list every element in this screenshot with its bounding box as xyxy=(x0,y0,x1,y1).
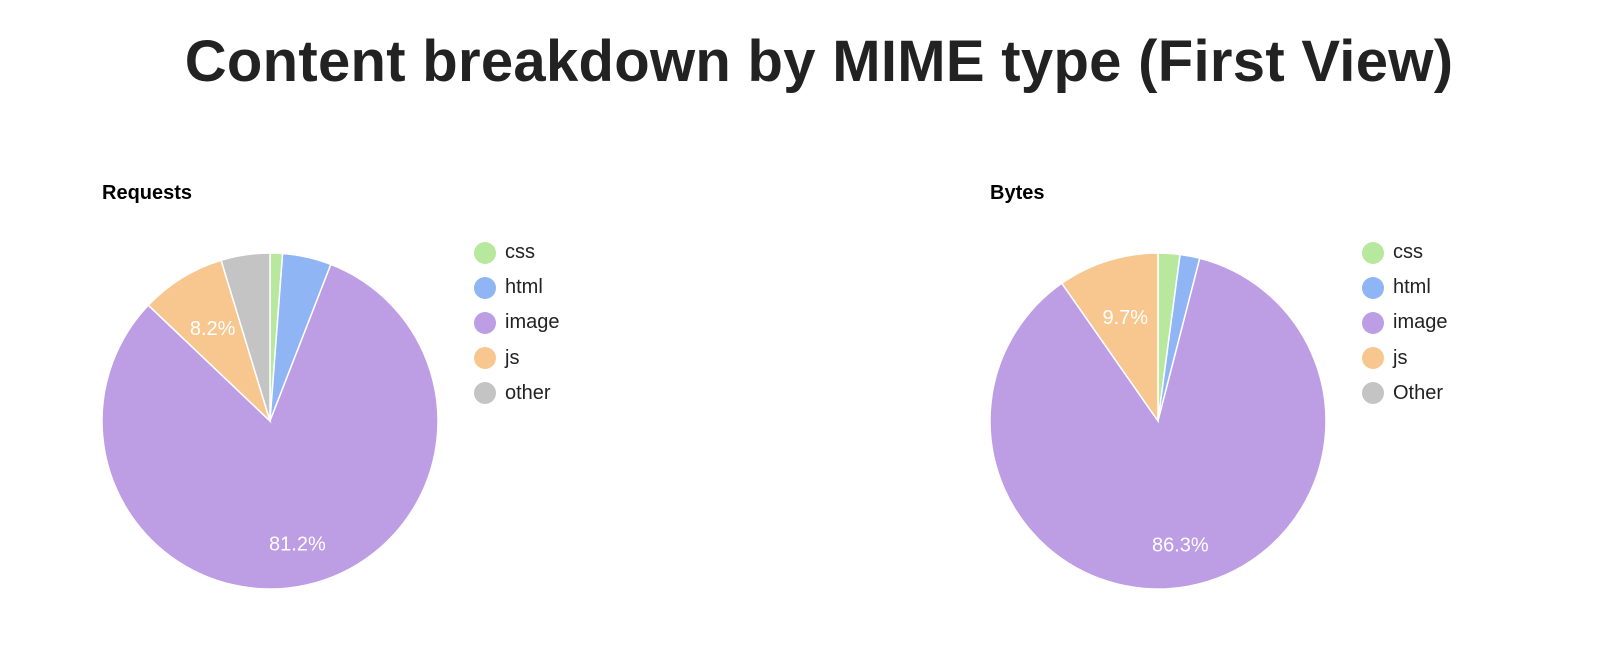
legend-label: other xyxy=(505,381,551,404)
legend-swatch xyxy=(474,347,496,370)
legend-item-js[interactable]: js xyxy=(1362,341,1447,376)
slice-label-js: 9.7% xyxy=(1102,307,1148,329)
legend-swatch xyxy=(1362,311,1384,334)
legend-item-js[interactable]: js xyxy=(474,341,559,376)
legend-item-image[interactable]: image xyxy=(1362,305,1447,340)
page-title: Content breakdown by MIME type (First Vi… xyxy=(184,29,1454,94)
bytes-legend: css html image js Other xyxy=(1362,235,1447,411)
legend-swatch xyxy=(1362,382,1384,405)
legend-label: html xyxy=(505,276,543,299)
legend-label: image xyxy=(1393,311,1448,334)
legend-swatch xyxy=(1362,241,1384,264)
chart-title: Bytes xyxy=(990,182,1045,204)
legend-swatch xyxy=(1362,347,1384,370)
pie-slice-js xyxy=(1060,252,1159,424)
legend-label: html xyxy=(1393,276,1431,299)
slice-label-image: 86.3% xyxy=(1152,534,1209,556)
legend-item-html[interactable]: html xyxy=(474,270,559,305)
legend-label: image xyxy=(505,311,560,334)
legend-label: css xyxy=(1393,241,1423,264)
legend-swatch xyxy=(1362,276,1384,299)
pie-slice-image xyxy=(101,263,439,590)
legend-item-css[interactable]: css xyxy=(1362,235,1447,270)
legend-swatch xyxy=(474,241,496,264)
legend-swatch xyxy=(474,382,496,405)
slice-label-image: 81.2% xyxy=(269,533,326,555)
chart-title: Requests xyxy=(102,182,193,204)
bytes-chart: Bytes 86.3% 9.7% css html image js Other xyxy=(989,175,1598,615)
pie-slice-image xyxy=(989,257,1327,590)
requests-chart: Requests 81.2% 8.2% css html image js other xyxy=(101,175,722,615)
pie-slice-js xyxy=(147,259,272,424)
legend-swatch xyxy=(474,311,496,334)
legend-swatch xyxy=(474,276,496,299)
requests-pie: 81.2% 8.2% xyxy=(101,252,439,590)
requests-legend: css html image js other xyxy=(474,235,559,411)
legend-item-css[interactable]: css xyxy=(474,235,559,270)
legend-label: Other xyxy=(1393,381,1444,404)
legend-item-other[interactable]: other xyxy=(474,376,559,411)
legend-label: css xyxy=(505,241,535,264)
legend-label: js xyxy=(1393,346,1408,369)
slice-label-js: 8.2% xyxy=(190,318,236,340)
bytes-pie: 86.3% 9.7% xyxy=(989,252,1327,590)
legend-item-image[interactable]: image xyxy=(474,305,559,340)
pie-slice-other xyxy=(220,252,271,422)
legend-item-other[interactable]: Other xyxy=(1362,376,1447,411)
legend-label: js xyxy=(505,346,520,369)
legend-item-html[interactable]: html xyxy=(1362,270,1447,305)
